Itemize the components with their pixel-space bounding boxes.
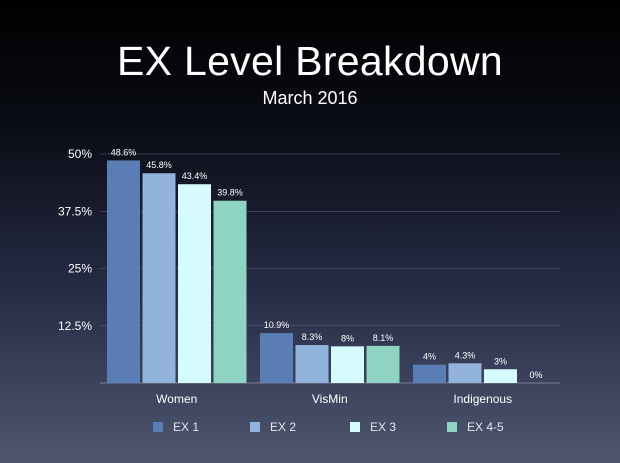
legend-item-ex4-5: EX 4-5 xyxy=(447,420,504,434)
x-category-label: VisMin xyxy=(312,392,348,406)
bar xyxy=(484,369,517,383)
bar-data-label: 8.3% xyxy=(302,332,323,342)
bar-data-label: 43.4% xyxy=(182,171,208,181)
chart-title: EX Level Breakdown xyxy=(116,38,503,84)
x-category-label: Women xyxy=(156,392,197,406)
legend-label-ex3: EX 3 xyxy=(370,420,397,434)
bar-data-label: 10.9% xyxy=(264,320,290,330)
bar xyxy=(366,345,400,383)
y-tick-label: 12.5% xyxy=(58,319,92,333)
legend-swatch-ex4-5 xyxy=(447,422,457,432)
legend-item-ex2: EX 2 xyxy=(250,420,296,434)
legend-item-ex1: EX 1 xyxy=(153,420,199,434)
legend-label-ex1: EX 1 xyxy=(173,420,200,434)
legend-label-ex2: EX 2 xyxy=(270,420,297,434)
bar-data-label: 8% xyxy=(341,333,354,343)
bar xyxy=(295,344,329,383)
bar xyxy=(413,364,446,383)
bar xyxy=(107,160,140,383)
bar-data-label: 45.8% xyxy=(146,160,172,170)
bar-data-label: 4% xyxy=(423,352,436,362)
legend-label-ex4-5: EX 4-5 xyxy=(467,420,504,434)
legend: EX 1 EX 2 EX 3 EX 4-5 xyxy=(0,420,620,442)
bar-data-label: 39.8% xyxy=(217,188,243,198)
y-tick-label: 50% xyxy=(68,147,92,161)
legend-swatch-ex3 xyxy=(350,422,360,432)
bar xyxy=(213,200,247,383)
bar-data-label: 4.3% xyxy=(455,350,476,360)
chart-subtitle: March 2016 xyxy=(262,88,358,108)
y-tick-label: 37.5% xyxy=(58,204,92,218)
legend-swatch-ex1 xyxy=(153,422,163,432)
bar xyxy=(331,346,364,383)
y-tick-label: 25% xyxy=(68,262,92,276)
legend-item-ex3: EX 3 xyxy=(350,420,396,434)
bar-data-label: 0% xyxy=(529,370,542,380)
bar xyxy=(142,173,176,383)
x-category-label: Indigenous xyxy=(453,392,512,406)
bar-data-label: 48.6% xyxy=(111,147,137,157)
bar-data-label: 3% xyxy=(494,356,507,366)
legend-swatch-ex2 xyxy=(250,422,260,432)
bar xyxy=(448,363,482,383)
bar xyxy=(260,333,293,383)
bar-data-label: 8.1% xyxy=(373,333,394,343)
bar xyxy=(178,184,211,383)
